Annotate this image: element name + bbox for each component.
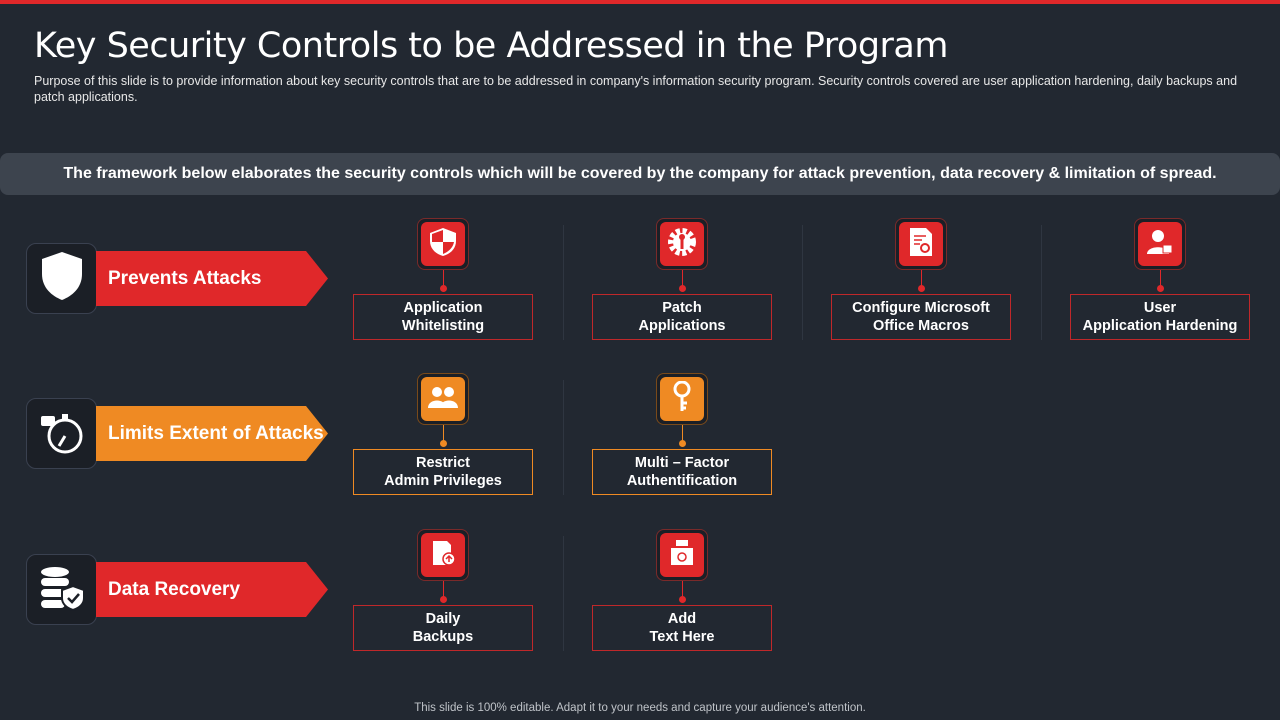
control-box: Configure Microsoft Office Macros <box>831 294 1011 340</box>
connector <box>682 425 683 445</box>
control-label: Patch Applications <box>638 300 726 334</box>
control-icon-tile <box>656 529 708 581</box>
connector-dot <box>1157 285 1164 292</box>
connector <box>443 270 444 290</box>
user-lock-icon <box>1146 228 1174 261</box>
control-icon-tile <box>417 373 469 425</box>
connector <box>443 581 444 601</box>
control-icon-tile <box>417 529 469 581</box>
framework-banner: The framework below elaborates the secur… <box>0 153 1280 195</box>
key-icon <box>672 380 692 418</box>
control-label: Add Text Here <box>649 611 715 645</box>
control-label: Application Whitelisting <box>401 300 485 334</box>
document-gear-icon <box>908 227 934 262</box>
divider <box>563 536 564 651</box>
control-icon-tile <box>895 218 947 270</box>
gear-wrench-icon <box>667 227 697 262</box>
control-box: Add Text Here <box>592 605 772 651</box>
server-refresh-icon <box>668 539 696 572</box>
connector-dot <box>440 285 447 292</box>
control-box: Daily Backups <box>353 605 533 651</box>
connector <box>682 270 683 290</box>
shield-checker-icon <box>429 227 457 262</box>
row-label: Data Recovery <box>108 578 241 600</box>
divider <box>1041 225 1042 340</box>
control-icon-tile <box>656 218 708 270</box>
control-box: Application Whitelisting <box>353 294 533 340</box>
control-label: Multi – Factor Authentification <box>626 455 738 489</box>
connector-dot <box>679 596 686 603</box>
connector <box>921 270 922 290</box>
page-subtitle: Purpose of this slide is to provide info… <box>34 74 1238 104</box>
row-banner: Limits Extent of Attacks <box>96 406 328 461</box>
row-banner: Prevents Attacks <box>96 251 328 306</box>
divider <box>563 380 564 495</box>
connector-dot <box>440 596 447 603</box>
row-icon-0 <box>26 243 97 314</box>
divider <box>563 225 564 340</box>
control-label: User Application Hardening <box>1082 300 1238 334</box>
row-banner: Data Recovery <box>96 562 328 617</box>
control-label: Daily Backups <box>412 611 474 645</box>
control-box: Multi – Factor Authentification <box>592 449 772 495</box>
connector-dot <box>679 285 686 292</box>
users-icon <box>427 384 459 415</box>
footer-note: This slide is 100% editable. Adapt it to… <box>414 702 866 714</box>
row-icon-1 <box>26 398 97 469</box>
connector-dot <box>679 440 686 447</box>
connector <box>1160 270 1161 290</box>
shield-icon <box>40 250 84 307</box>
control-label: Restrict Admin Privileges <box>384 455 502 489</box>
control-box: Patch Applications <box>592 294 772 340</box>
connector-dot <box>440 440 447 447</box>
connector <box>443 425 444 445</box>
control-label: Configure Microsoft Office Macros <box>852 300 990 334</box>
page-title: Key Security Controls to be Addressed in… <box>34 26 948 66</box>
sd-card-upload-icon <box>429 539 457 572</box>
control-icon-tile <box>656 373 708 425</box>
connector-dot <box>918 285 925 292</box>
stopwatch-icon <box>37 406 87 461</box>
control-box: User Application Hardening <box>1070 294 1250 340</box>
top-accent-bar <box>0 0 1280 4</box>
row-icon-2 <box>26 554 97 625</box>
control-box: Restrict Admin Privileges <box>353 449 533 495</box>
connector <box>682 581 683 601</box>
row-label: Limits Extent of Attacks <box>108 422 324 444</box>
divider <box>802 225 803 340</box>
row-label: Prevents Attacks <box>108 267 262 289</box>
control-icon-tile <box>417 218 469 270</box>
database-shield-icon <box>37 562 87 617</box>
control-icon-tile <box>1134 218 1186 270</box>
